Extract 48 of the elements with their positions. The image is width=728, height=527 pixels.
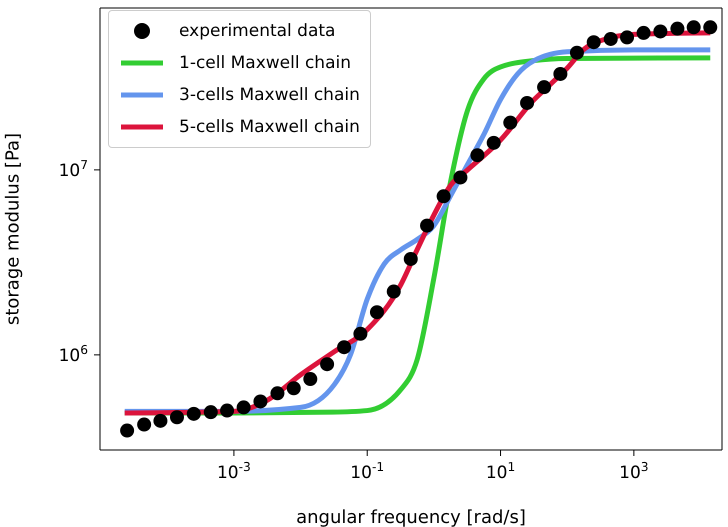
point: [620, 30, 634, 44]
point: [470, 148, 484, 162]
point: [370, 305, 384, 320]
point: [270, 386, 284, 400]
point: [503, 116, 518, 130]
point: [636, 26, 651, 40]
point: [170, 410, 184, 424]
point: [120, 424, 134, 438]
legend-label: 3-cells Maxwell chain: [179, 85, 360, 105]
point: [253, 394, 268, 408]
legend-label: experimental data: [179, 21, 336, 41]
point: [320, 357, 334, 372]
point: [703, 20, 718, 34]
y-tick-label: 10$^{7}$: [58, 158, 88, 181]
point: [337, 340, 352, 354]
point: [153, 414, 168, 428]
point: [653, 24, 668, 38]
point: [286, 381, 301, 396]
x-axis-title: angular frequency [rad/s]: [296, 507, 526, 527]
y-axis-title: storage modulus [Pa]: [2, 132, 24, 326]
point: [670, 22, 684, 36]
point: [604, 32, 618, 46]
point: [186, 406, 201, 421]
x-tick-label: 10$^{1}$: [486, 460, 516, 483]
point: [436, 189, 451, 204]
point: [404, 252, 418, 266]
point: [586, 35, 601, 50]
point: [220, 404, 234, 418]
x-tick-label: 10$^{-1}$: [350, 460, 384, 483]
point: [570, 46, 584, 60]
point: [204, 405, 218, 420]
y-tick-label: 10$^{6}$: [58, 342, 88, 366]
point: [553, 66, 568, 81]
legend-label: 1-cell Maxwell chain: [179, 53, 352, 73]
point: [420, 218, 434, 233]
point: [453, 170, 468, 184]
point: [303, 372, 318, 386]
point: [353, 326, 368, 341]
point: [386, 284, 401, 299]
legend-label: 5-cells Maxwell chain: [179, 117, 360, 137]
point: [686, 20, 701, 34]
point: [486, 136, 501, 150]
x-tick-label: 10$^{-3}$: [216, 460, 251, 483]
point: [137, 418, 152, 432]
point: [236, 400, 251, 414]
x-tick-label: 10$^{3}$: [619, 460, 649, 483]
point: [537, 80, 552, 94]
point: [520, 96, 534, 110]
